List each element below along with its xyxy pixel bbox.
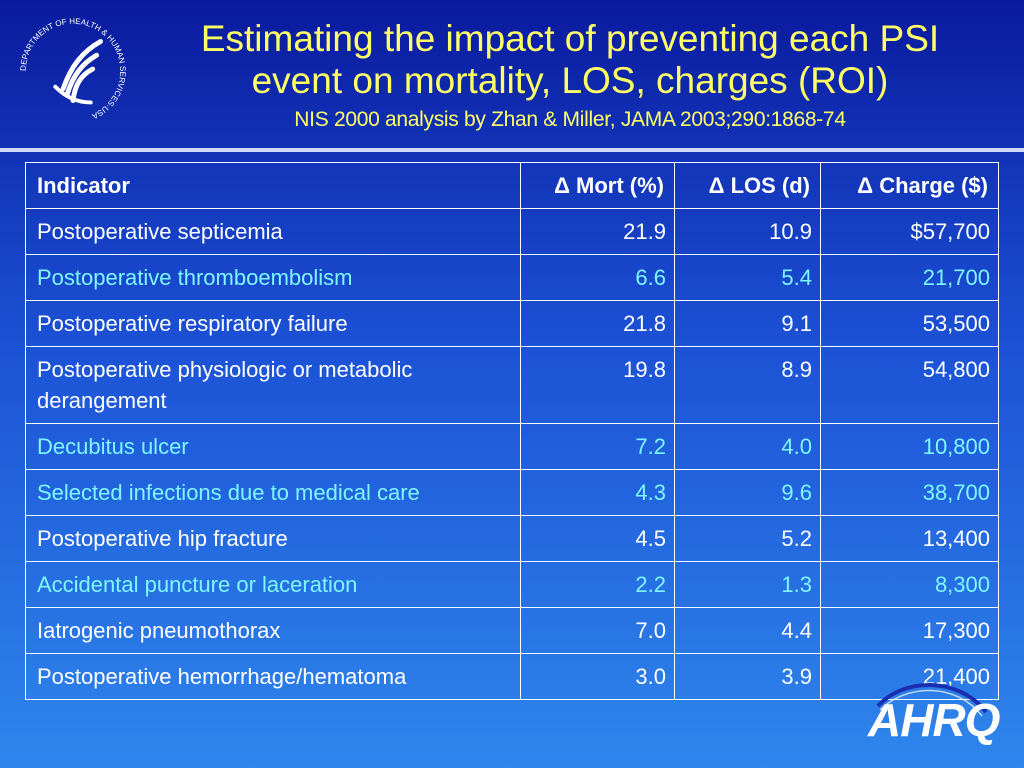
charge-cell: 8,300 [820, 561, 999, 608]
los-cell: 10.9 [674, 208, 821, 255]
indicator-cell: Postoperative hip fracture [25, 515, 521, 562]
indicator-cell: Postoperative septicemia [25, 208, 521, 255]
charge-cell: 17,300 [820, 607, 999, 654]
title-block: Estimating the impact of preventing each… [150, 18, 990, 132]
indicator-cell: Postoperative respiratory failure [25, 300, 521, 347]
charge-cell: $57,700 [820, 208, 999, 255]
table-row: Postoperative hemorrhage/hematoma 3.0 3.9 2… [25, 653, 999, 700]
charge-cell: 53,500 [820, 300, 999, 347]
table-row: Postoperative septicemia 21.9 10.9 $57,700 [25, 208, 999, 255]
ahrq-logo-text: AHRQ [868, 694, 1000, 746]
indicator-cell: Postoperative thromboembolism [25, 254, 521, 301]
mort-cell: 4.5 [520, 515, 675, 562]
header-mort: Δ Mort (%) [520, 162, 675, 209]
indicator-cell: Selected infections due to medical care [25, 469, 521, 516]
los-cell: 5.2 [674, 515, 821, 562]
charge-cell: 13,400 [820, 515, 999, 562]
header-indicator: Indicator [25, 162, 521, 209]
los-cell: 1.3 [674, 561, 821, 608]
charge-cell: 10,800 [820, 423, 999, 470]
los-cell: 3.9 [674, 653, 821, 700]
mort-cell: 19.8 [520, 346, 675, 424]
table-row: Postoperative respiratory failure 21.8 9.1… [25, 300, 999, 347]
los-cell: 5.4 [674, 254, 821, 301]
hhs-eagle-seal-icon: DEPARTMENT OF HEALTH & HUMAN SERVICES·US… [19, 17, 128, 121]
charge-cell: 54,800 [820, 346, 999, 424]
table-row: Postoperative thromboembolism 6.6 5.4 21,70… [25, 254, 999, 301]
table-row: Decubitus ulcer 7.2 4.0 10,800 [25, 423, 999, 470]
header-los: Δ LOS (d) [674, 162, 821, 209]
table-row: Postoperative physiologic or metabolic d… [25, 346, 999, 424]
los-cell: 9.6 [674, 469, 821, 516]
table-row: Selected infections due to medical care 4… [25, 469, 999, 516]
charge-cell: 21,400 [820, 653, 999, 700]
slide-title: Estimating the impact of preventing each… [150, 18, 990, 102]
title-divider [0, 148, 1024, 152]
mort-cell: 2.2 [520, 561, 675, 608]
title-line-1: Estimating the impact of preventing each… [200, 18, 940, 59]
mort-cell: 4.3 [520, 469, 675, 516]
mort-cell: 21.8 [520, 300, 675, 347]
psi-impact-table: Indicator Δ Mort (%) Δ LOS (d) Δ Charge … [25, 162, 999, 700]
charge-cell: 21,700 [820, 254, 999, 301]
los-cell: 4.0 [674, 423, 821, 470]
los-cell: 4.4 [674, 607, 821, 654]
charge-cell: 38,700 [820, 469, 999, 516]
header-charge: Δ Charge ($) [820, 162, 999, 209]
mort-cell: 3.0 [520, 653, 675, 700]
mort-cell: 7.2 [520, 423, 675, 470]
indicator-cell: Decubitus ulcer [25, 423, 521, 470]
mort-cell: 21.9 [520, 208, 675, 255]
table-row: Accidental puncture or laceration 2.2 1.3 8… [25, 561, 999, 608]
table-row: Iatrogenic pneumothorax 7.0 4.4 17,300 [25, 607, 999, 654]
mort-cell: 6.6 [520, 254, 675, 301]
table-header-row: Indicator Δ Mort (%) Δ LOS (d) Δ Charge … [25, 162, 999, 209]
title-line-2: event on mortality, LOS, charges (ROI) [251, 60, 889, 101]
los-cell: 8.9 [674, 346, 821, 424]
indicator-cell: Postoperative hemorrhage/hematoma [25, 653, 521, 700]
ahrq-logo-icon [876, 683, 988, 717]
indicator-cell: Iatrogenic pneumothorax [25, 607, 521, 654]
slide-subtitle: NIS 2000 analysis by Zhan & Miller, JAMA… [294, 108, 846, 131]
table-row: Postoperative hip fracture 4.5 5.2 13,400 [25, 515, 999, 562]
los-cell: 9.1 [674, 300, 821, 347]
indicator-cell: Postoperative physiologic or metabolic d… [25, 346, 521, 424]
mort-cell: 7.0 [520, 607, 675, 654]
indicator-cell: Accidental puncture or laceration [25, 561, 521, 608]
